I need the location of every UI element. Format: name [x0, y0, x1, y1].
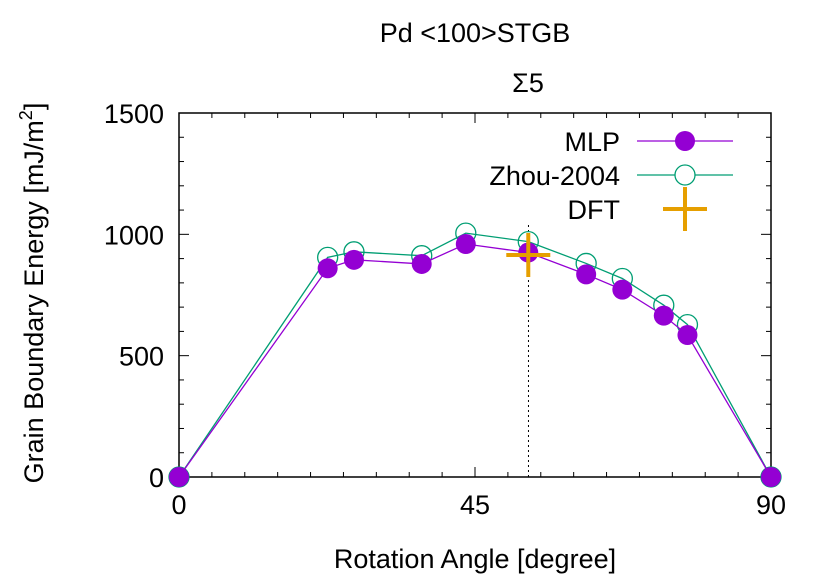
data-point	[317, 258, 338, 279]
data-point	[761, 467, 781, 487]
legend-item-dft: DFT	[568, 187, 707, 231]
legend-marker	[674, 164, 696, 186]
x-tick-label: 90	[756, 490, 786, 520]
y-axis-label-main: Grain Boundary Energy [mJ/m	[19, 120, 49, 483]
data-point	[653, 305, 674, 326]
series-group	[168, 222, 782, 488]
data-point	[343, 249, 364, 270]
data-point	[411, 253, 432, 274]
series-line	[178, 243, 772, 478]
series-mlp	[169, 234, 781, 487]
data-point	[455, 234, 476, 255]
series-zhou-2004	[168, 222, 782, 488]
y-tick-label: 500	[119, 342, 164, 372]
y-tick-label: 0	[149, 463, 164, 493]
legend-label: DFT	[568, 195, 620, 225]
chart-title: Pd <100>STGB	[380, 18, 571, 48]
y-axis-label-superscript: 2	[16, 110, 36, 120]
series-line	[178, 232, 772, 478]
data-point	[576, 264, 597, 285]
x-tick-label: 45	[460, 490, 490, 520]
x-tick-label: 0	[171, 490, 186, 520]
y-tick-label: 1000	[104, 220, 164, 250]
legend-label: Zhou-2004	[489, 161, 620, 191]
x-axis-label: Rotation Angle [degree]	[334, 544, 616, 574]
data-point	[169, 467, 189, 487]
y-tick-label: 1500	[104, 99, 164, 129]
data-point	[506, 232, 551, 277]
data-point	[612, 279, 633, 300]
legend-item-mlp: MLP	[564, 127, 733, 157]
data-point	[677, 325, 698, 346]
legend-label: MLP	[564, 127, 620, 157]
legend: MLP Zhou-2004 DFT	[489, 127, 733, 231]
series-dft	[506, 232, 551, 277]
axis-ticks-group: 0 45 90 0 500 1000 1500	[104, 99, 786, 520]
legend-marker	[675, 131, 695, 151]
legend-item-zhou-2004: Zhou-2004	[489, 161, 733, 191]
y-axis-label-close: ]	[19, 103, 49, 111]
sigma-annotation: Σ5	[512, 68, 544, 98]
y-axis-label: Grain Boundary Energy [mJ/m2]	[16, 103, 49, 484]
